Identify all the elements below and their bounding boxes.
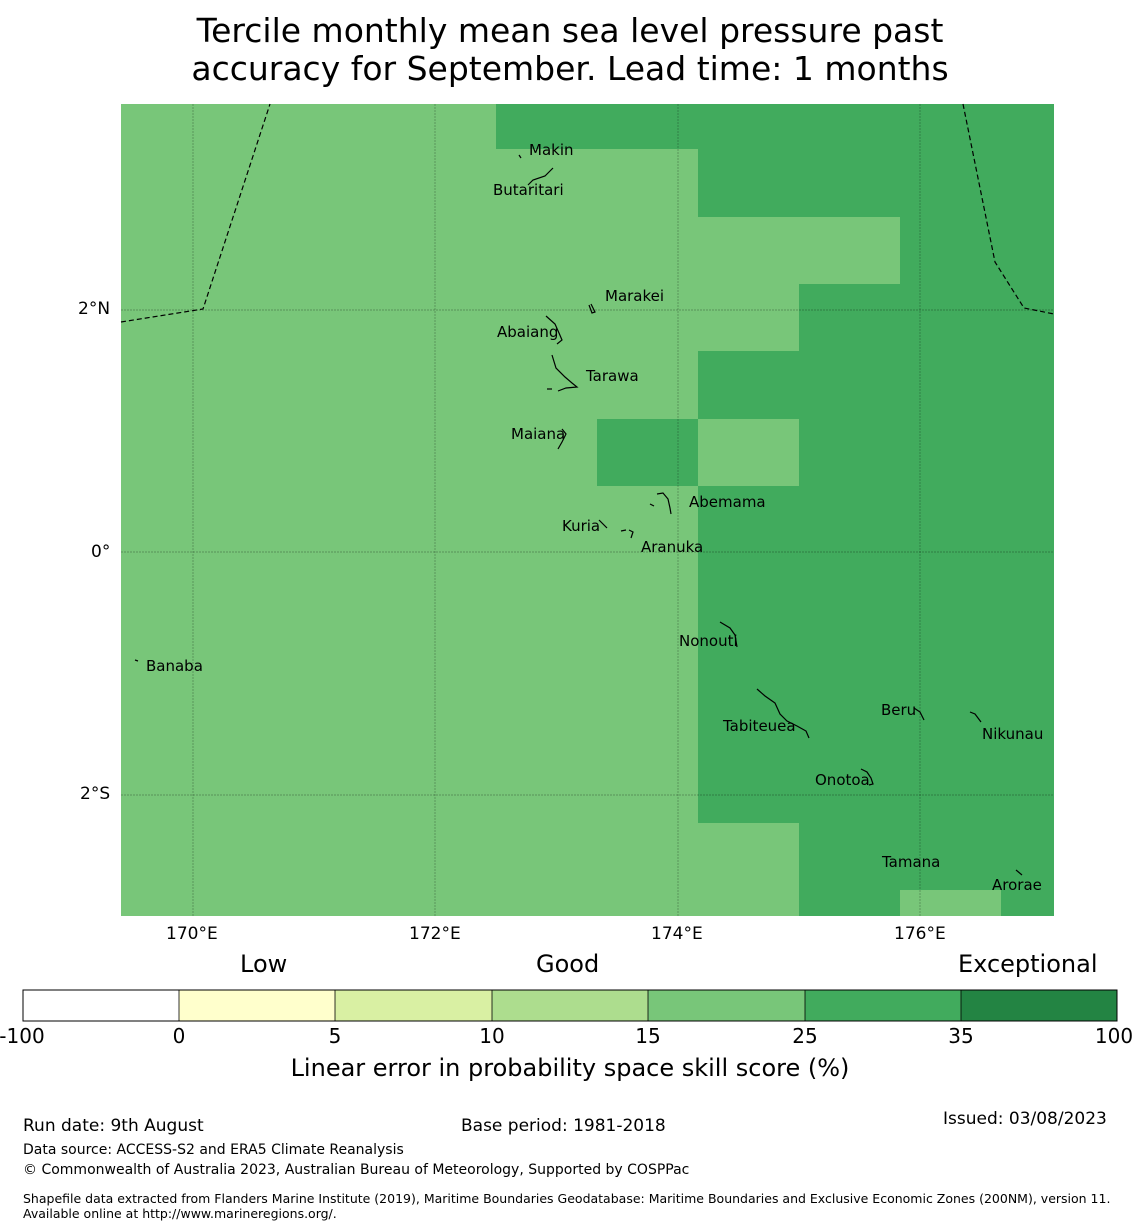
place-label-marakei: Marakei bbox=[605, 287, 664, 305]
colorbar-tick: 25 bbox=[792, 1024, 818, 1048]
region-central-east-2 bbox=[799, 419, 1054, 486]
place-labels: Makin Butaritari Marakei Abaiang Tarawa … bbox=[146, 141, 1043, 894]
copyright: © Commonwealth of Australia 2023, Austra… bbox=[23, 1162, 690, 1178]
colorbar-bin-3 bbox=[492, 990, 648, 1021]
region-north-top bbox=[496, 104, 1054, 149]
x-tick-170e: 170°E bbox=[166, 924, 218, 944]
place-label-butaritari: Butaritari bbox=[493, 181, 564, 199]
region-east-strip bbox=[900, 217, 1054, 284]
region-north-east bbox=[698, 149, 1054, 217]
colorbar-bin-1 bbox=[179, 990, 335, 1021]
place-label-maiana: Maiana bbox=[511, 425, 565, 443]
colorbar-tick: 35 bbox=[948, 1024, 974, 1048]
colorbar-bin-0 bbox=[23, 990, 179, 1021]
place-label-nikunau: Nikunau bbox=[982, 725, 1043, 743]
place-label-onotoa: Onotoa bbox=[815, 771, 870, 789]
place-label-nonouti: Nonouti bbox=[679, 632, 738, 650]
colorbar-label-good: Good bbox=[536, 950, 600, 978]
y-tick-0: 0° bbox=[91, 542, 111, 562]
place-label-arorae: Arorae bbox=[992, 876, 1042, 894]
region-south-east bbox=[698, 486, 1054, 823]
region-central-east bbox=[698, 351, 1054, 419]
place-label-makin: Makin bbox=[529, 141, 574, 159]
x-tick-172e: 172°E bbox=[409, 924, 461, 944]
region-south-lower bbox=[799, 823, 1054, 890]
y-tick-2s: 2°S bbox=[80, 784, 111, 804]
region-south-bottom-left bbox=[799, 890, 900, 916]
colorbar-tick: 100 bbox=[1094, 1024, 1134, 1048]
place-label-aranuka: Aranuka bbox=[641, 538, 703, 556]
x-tick-174e: 174°E bbox=[651, 924, 703, 944]
place-label-abaiang: Abaiang bbox=[497, 323, 558, 341]
place-label-tamana: Tamana bbox=[881, 853, 940, 871]
colorbar-label-low: Low bbox=[240, 950, 288, 978]
colorbar-bin-5 bbox=[805, 990, 961, 1021]
eez-boundaries bbox=[120, 103, 1055, 323]
colorbar-frame bbox=[22, 989, 1118, 1022]
x-tick-176e: 176°E bbox=[894, 924, 946, 944]
colorbar bbox=[22, 989, 1118, 1022]
region-south-bottom-right bbox=[1001, 890, 1054, 916]
data-source: Data source: ACCESS-S2 and ERA5 Climate … bbox=[23, 1142, 404, 1158]
colorbar-bin-2 bbox=[335, 990, 492, 1021]
run-date: Run date: 9th August bbox=[23, 1116, 204, 1136]
place-label-tabiteuea: Tabiteuea bbox=[722, 717, 796, 735]
place-label-beru: Beru bbox=[881, 701, 916, 719]
y-tick-2n: 2°N bbox=[78, 299, 111, 319]
graticule bbox=[121, 104, 1054, 916]
colorbar-bin-4 bbox=[648, 990, 805, 1021]
region-central-patch bbox=[597, 419, 698, 486]
colorbar-title: Linear error in probability space skill … bbox=[290, 1054, 850, 1082]
colorbar-tick: 5 bbox=[328, 1024, 342, 1048]
place-label-banaba: Banaba bbox=[146, 657, 203, 675]
shapefile-credit: Shapefile data extracted from Flanders M… bbox=[23, 1191, 1111, 1221]
place-label-abemama: Abemama bbox=[689, 493, 766, 511]
place-label-kuria: Kuria bbox=[562, 517, 600, 535]
colorbar-bin-6 bbox=[961, 990, 1117, 1021]
skill-regions-high bbox=[496, 104, 1054, 916]
island-outlines bbox=[134, 154, 1023, 876]
map-title-line-2: accuracy for September. Lead time: 1 mon… bbox=[191, 49, 949, 88]
place-label-tarawa: Tarawa bbox=[585, 367, 639, 385]
colorbar-tick: 0 bbox=[172, 1024, 186, 1048]
colorbar-tick: 10 bbox=[479, 1024, 505, 1048]
map-title-line-1: Tercile monthly mean sea level pressure … bbox=[196, 11, 944, 50]
colorbar-label-exceptional: Exceptional bbox=[958, 950, 1098, 978]
issued-date: Issued: 03/08/2023 bbox=[943, 1109, 1107, 1129]
colorbar-tick: 15 bbox=[635, 1024, 661, 1048]
colorbar-tick: -100 bbox=[0, 1024, 45, 1048]
region-east-block bbox=[799, 284, 1054, 351]
base-period: Base period: 1981-2018 bbox=[461, 1116, 666, 1136]
